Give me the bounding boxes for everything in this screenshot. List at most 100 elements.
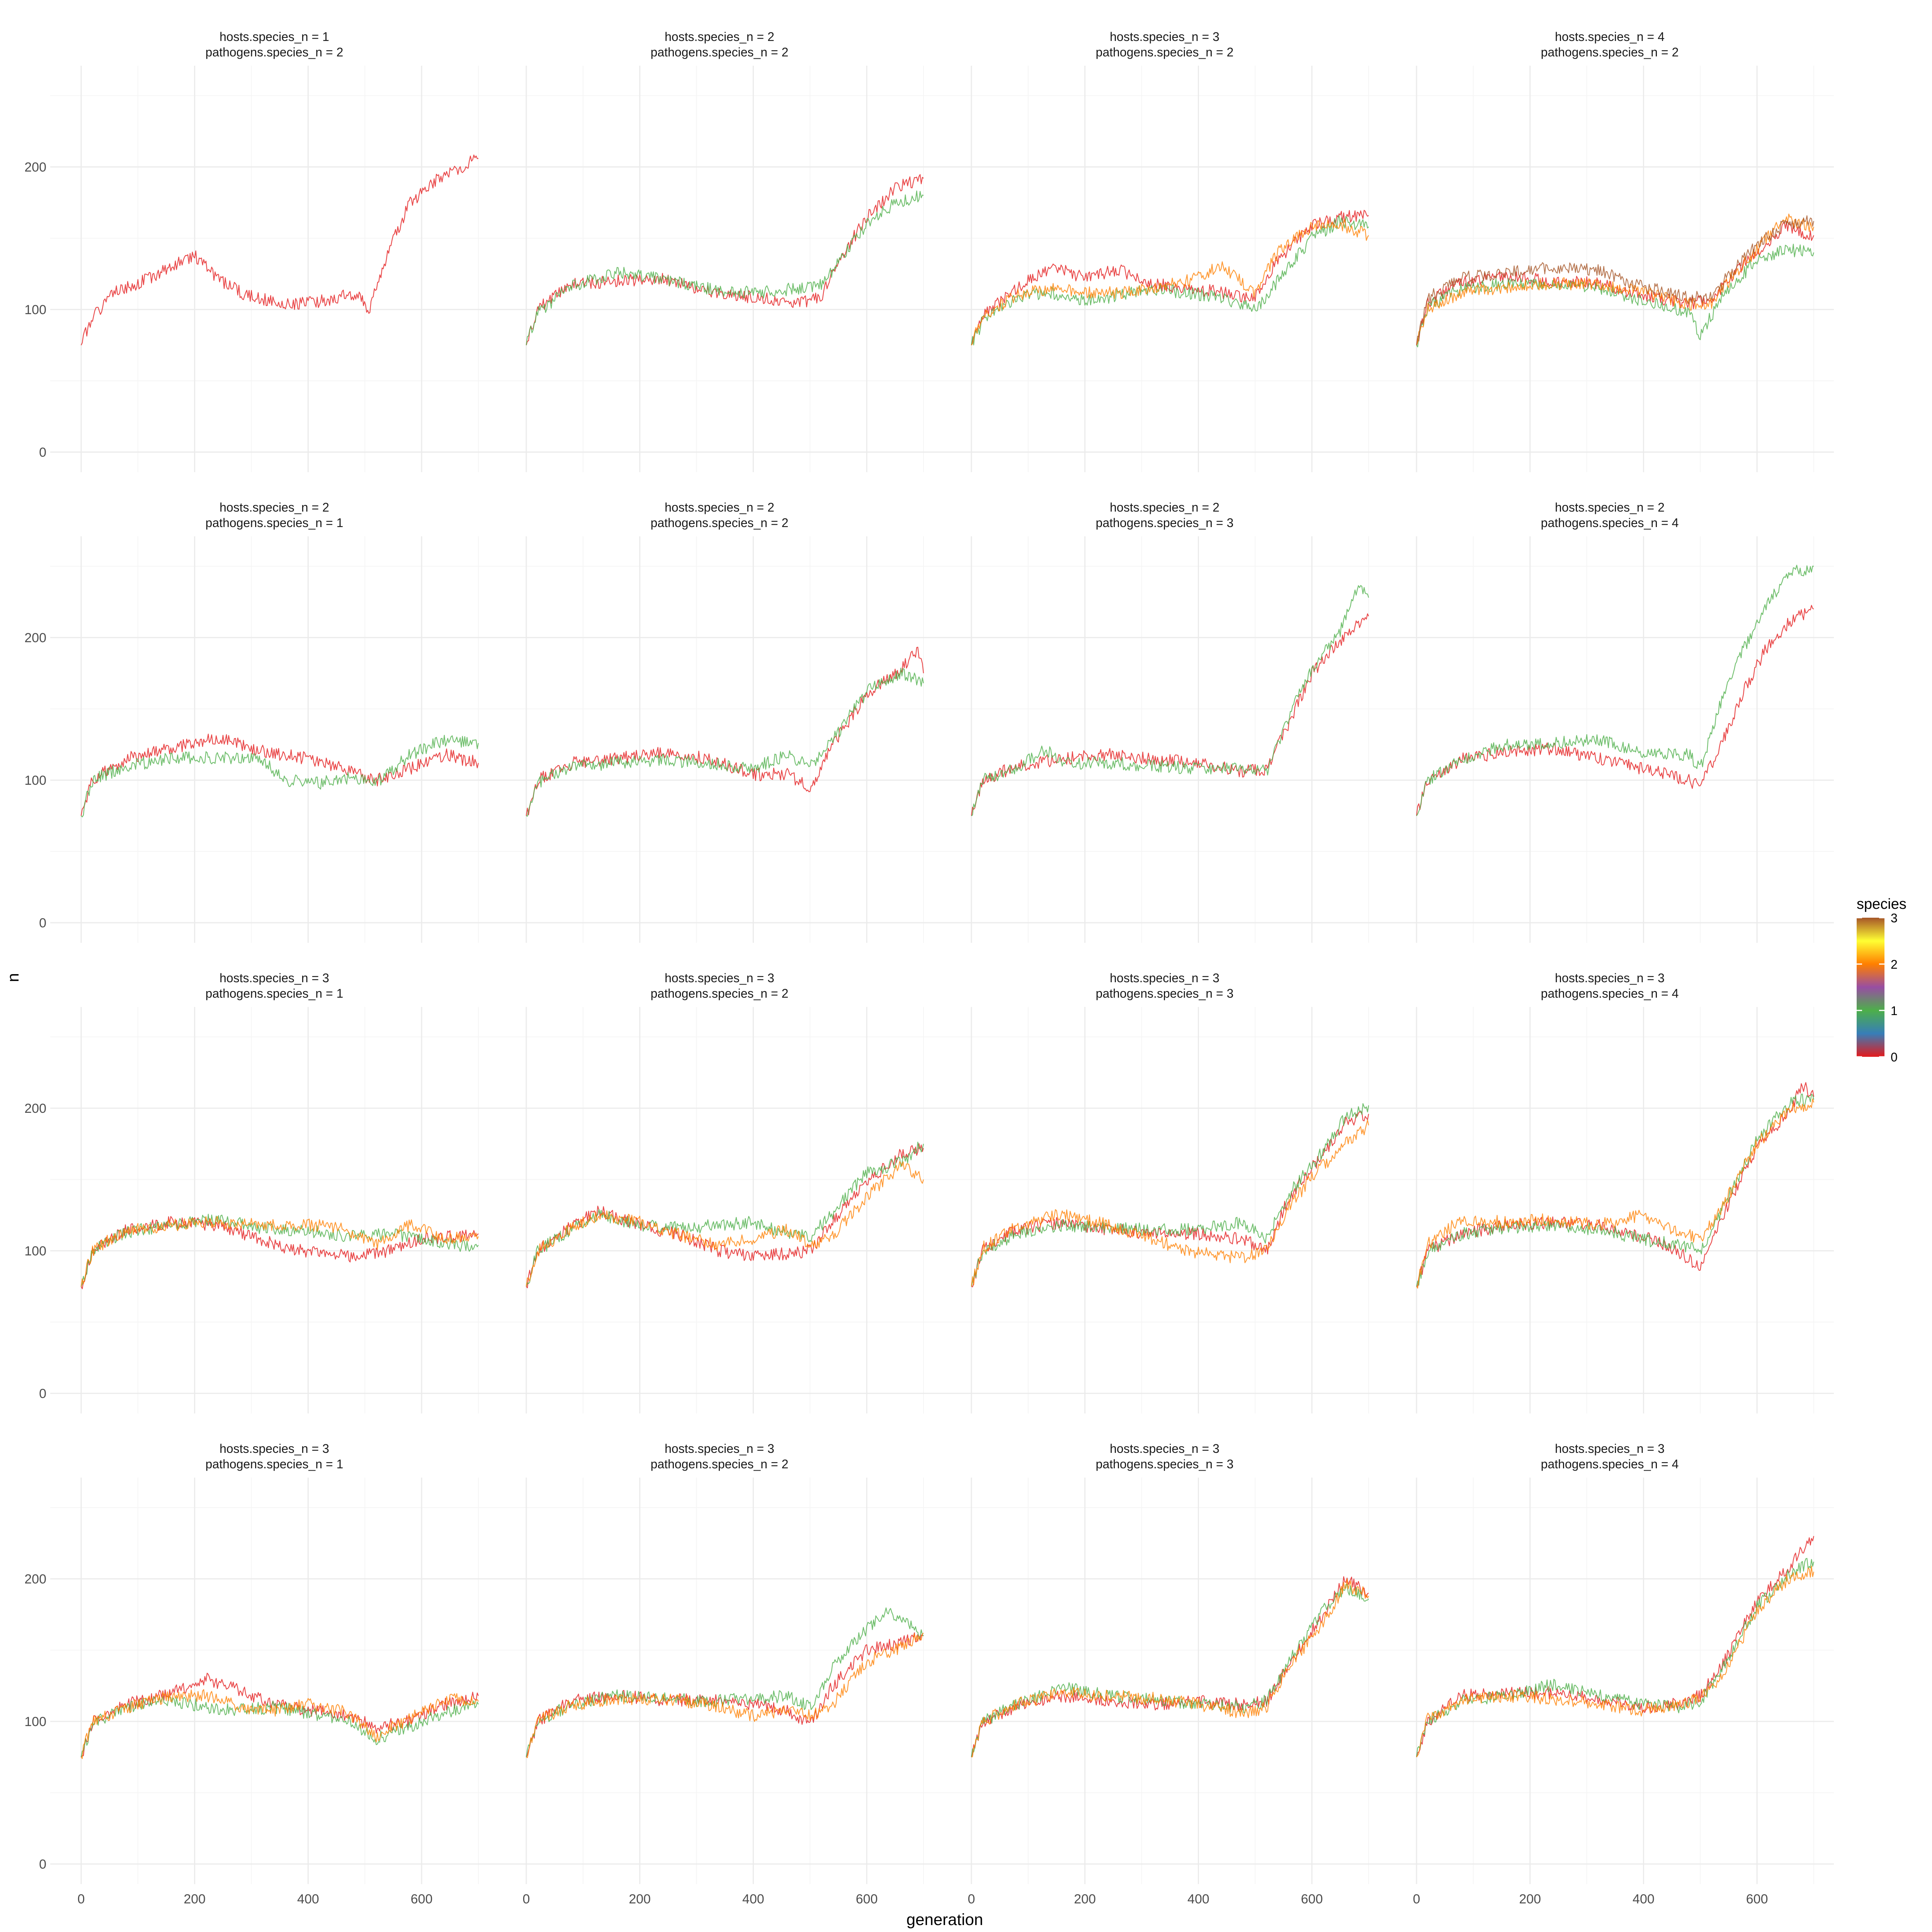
facet-title: hosts.species_n = 2 (665, 30, 774, 44)
facet-title: hosts.species_n = 3 (1110, 971, 1219, 985)
series-line-species-2 (971, 1119, 1369, 1287)
x-tick-label: 200 (184, 1892, 206, 1906)
series-line-species-2 (80, 1216, 479, 1287)
facet-subtitle: pathogens.species_n = 1 (206, 516, 344, 530)
y-tick-label: 200 (24, 1572, 46, 1587)
series-line-species-1 (971, 215, 1369, 345)
facet-title: hosts.species_n = 3 (1555, 971, 1665, 985)
series-line-species-1 (1416, 565, 1814, 816)
y-tick-label: 100 (24, 1244, 46, 1259)
x-tick-label: 600 (1746, 1892, 1768, 1906)
facet-title: hosts.species_n = 2 (665, 500, 774, 514)
facet-subtitle: pathogens.species_n = 2 (206, 45, 344, 59)
series-line-species-1 (81, 735, 479, 818)
facet-panel: hosts.species_n = 2 pathogens.species_n =… (24, 500, 498, 943)
series-line-species-2 (971, 1578, 1369, 1758)
facet-subtitle: pathogens.species_n = 3 (1096, 1457, 1234, 1471)
facet-title: hosts.species_n = 2 (219, 500, 329, 514)
facet-title: hosts.species_n = 2 (1110, 500, 1219, 514)
facet-title: hosts.species_n = 3 (665, 1442, 774, 1456)
series-line-species-0 (526, 646, 924, 816)
facet-subtitle: pathogens.species_n = 2 (1096, 45, 1234, 59)
facet-title: hosts.species_n = 3 (1110, 1442, 1219, 1456)
legend-tick-label: 3 (1891, 911, 1898, 925)
facet-title: hosts.species_n = 4 (1555, 30, 1665, 44)
y-axis-label: n (4, 973, 22, 982)
x-tick-label: 0 (1413, 1892, 1420, 1906)
facet-panel: hosts.species_n = 2 pathogens.species_n =… (495, 500, 944, 943)
facet-subtitle: pathogens.species_n = 3 (1096, 516, 1234, 530)
facet-subtitle: pathogens.species_n = 4 (1541, 516, 1679, 530)
facet-subtitle: pathogens.species_n = 4 (1541, 1457, 1679, 1471)
series-line-species-1 (1416, 1094, 1815, 1287)
facet-title: hosts.species_n = 1 (219, 30, 329, 44)
y-tick-label: 200 (24, 160, 46, 175)
series-line-species-0 (80, 733, 479, 816)
legend-title: species (1857, 896, 1906, 912)
facet-subtitle: pathogens.species_n = 2 (651, 1457, 789, 1471)
x-tick-label: 200 (1519, 1892, 1541, 1906)
y-tick-label: 0 (39, 916, 46, 930)
y-tick-label: 200 (24, 1101, 46, 1116)
legend-ticks: 0 1 2 3 (1857, 911, 1898, 1064)
series-line-species-2 (1416, 1565, 1815, 1757)
x-tick-label: 400 (297, 1892, 319, 1906)
series-line-species-1 (1416, 1558, 1815, 1757)
x-tick-label: 200 (629, 1892, 651, 1906)
series-line-species-1 (1416, 243, 1815, 347)
series-line-species-1 (971, 585, 1369, 816)
facet-subtitle: pathogens.species_n = 1 (206, 1457, 344, 1471)
series-line-species-1 (526, 1141, 924, 1287)
x-tick-label: 600 (1301, 1892, 1323, 1906)
legend-tick-label: 1 (1891, 1004, 1898, 1018)
facet-panel: hosts.species_n = 2 pathogens.species_n =… (940, 500, 1389, 943)
series-line-species-1 (971, 1103, 1369, 1287)
series-line-species-0 (81, 155, 479, 345)
species-colorbar-legend: species 0 1 2 3 (1857, 896, 1906, 1064)
series-line-species-2 (1416, 1098, 1815, 1289)
x-axis-label: generation (906, 1910, 983, 1929)
facet-subtitle: pathogens.species_n = 2 (651, 516, 789, 530)
series-line-species-3 (1416, 215, 1815, 345)
facet-subtitle: pathogens.species_n = 4 (1541, 986, 1679, 1000)
series-line-species-2 (526, 1161, 924, 1287)
series-line-species-2 (81, 1689, 479, 1759)
y-tick-label: 100 (24, 1714, 46, 1729)
x-tick-label: 0 (78, 1892, 85, 1906)
x-tick-label: 0 (968, 1892, 975, 1906)
series-line-species-1 (526, 667, 924, 817)
series-line-species-0 (971, 210, 1369, 345)
series-line-species-0 (81, 1216, 479, 1289)
facet-subtitle: pathogens.species_n = 1 (206, 986, 344, 1000)
y-tick-label: 0 (39, 1857, 46, 1872)
facet-title: hosts.species_n = 3 (1555, 1442, 1665, 1456)
series-line-species-2 (526, 1633, 924, 1758)
legend-tick-label: 0 (1891, 1050, 1898, 1064)
x-tick-label: 400 (1187, 1892, 1209, 1906)
facet-subtitle: pathogens.species_n = 2 (651, 45, 789, 59)
x-tick-label: 600 (411, 1892, 433, 1906)
facet-title: hosts.species_n = 3 (1110, 30, 1219, 44)
series-line-species-1 (526, 190, 924, 345)
y-tick-label: 100 (24, 303, 46, 317)
y-tick-label: 0 (39, 445, 46, 460)
series-line-species-0 (971, 613, 1369, 816)
y-tick-label: 0 (39, 1386, 46, 1401)
series-line-species-2 (1416, 213, 1815, 345)
series-line-species-0 (971, 1111, 1369, 1287)
x-tick-label: 400 (1633, 1892, 1655, 1906)
